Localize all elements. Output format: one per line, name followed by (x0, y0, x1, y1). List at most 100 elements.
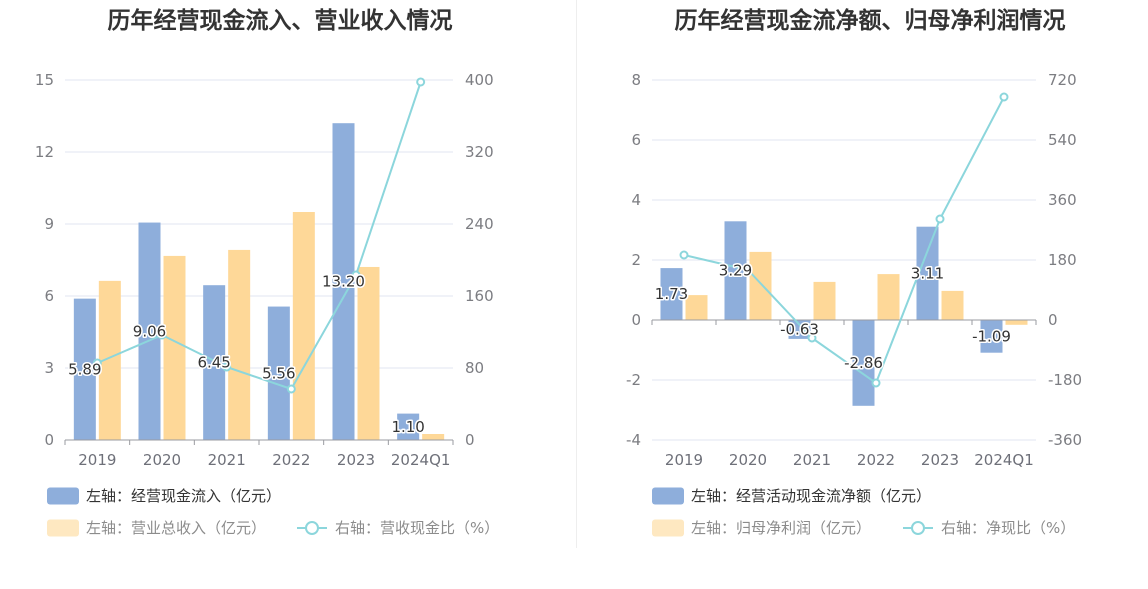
right-axis-tick-label: -360 (1048, 431, 1082, 449)
x-axis-category-label: 2020 (143, 451, 181, 469)
cash-inflow-bar (138, 222, 161, 440)
operating-net-cash-flow-value-label: 3.11 (911, 264, 944, 282)
cash-inflow-bar (397, 413, 420, 440)
right-axis-tick-label: 540 (1048, 131, 1077, 149)
net-profit-bar (1005, 320, 1028, 325)
left-axis-tick-label: 6 (631, 131, 641, 149)
legend-swatch (47, 519, 79, 537)
left-axis-tick-label: -4 (626, 431, 641, 449)
net-profit-bar (685, 295, 708, 320)
right-axis-tick-label: 240 (465, 215, 494, 233)
legend-circle-icon (911, 521, 925, 535)
operating-net-cash-flow-bar (852, 320, 875, 406)
net-cash-ratio-point (807, 333, 817, 343)
legend-item-total-revenue[interactable]: 左轴：营业总收入（亿元） (47, 519, 266, 537)
operating-net-cash-flow-bar (724, 221, 747, 320)
x-axis-category-label: 2022 (272, 451, 310, 469)
x-axis-category-label: 2023 (337, 451, 375, 469)
legend-swatch (652, 519, 684, 537)
operating-net-cash-flow-value-label: -1.09 (972, 327, 1011, 345)
right-axis-tick-label: 360 (1048, 191, 1077, 209)
cash-revenue-ratio-point (222, 362, 232, 372)
x-axis-category-label: 2020 (729, 451, 767, 469)
right-axis-tick-label: 0 (465, 431, 475, 449)
x-axis-category-label: 2022 (857, 451, 895, 469)
net-profit-bar (749, 251, 772, 320)
total-revenue-bar (422, 434, 445, 440)
operating-net-cash-flow-value-label: -2.86 (844, 354, 883, 372)
cash-inflow-value-label: 5.56 (262, 364, 295, 382)
legend: 左轴：经营现金流入（亿元） 左轴：营业总收入（亿元） 右轴：营收现金比（%） (47, 487, 499, 537)
legend-item-net-profit[interactable]: 左轴：归母净利润（亿元） (652, 519, 871, 537)
legend-swatch (47, 487, 79, 505)
legend-item-cash-inflow[interactable]: 左轴：经营现金流入（亿元） (47, 487, 281, 505)
cash-revenue-ratio-point (416, 77, 426, 87)
total-revenue-bar (357, 266, 380, 440)
right-axis-tick-label: 0 (1048, 311, 1058, 329)
cash-revenue-ratio-point (92, 358, 102, 368)
left-axis-tick-label: 4 (631, 191, 641, 209)
chart-title: 历年经营现金流入、营业收入情况 (108, 7, 453, 34)
grid-lines (65, 79, 453, 441)
net-profit-bar (877, 274, 900, 320)
total-revenue-bar (98, 280, 121, 440)
x-axis-category-label: 2023 (921, 451, 959, 469)
operating-net-cash-flow-bar (788, 320, 811, 339)
x-axis-category-label: 2021 (208, 451, 246, 469)
cash-revenue-ratio-line (96, 81, 422, 390)
x-axis-category-label: 2024Q1 (391, 451, 451, 469)
cash-inflow-value-label: 9.06 (133, 322, 166, 340)
legend-label: 右轴：营收现金比（%） (335, 519, 499, 537)
net-cash-ratio-point (679, 250, 689, 260)
operating-net-cash-flow-bar (980, 320, 1003, 353)
left-axis-tick-label: 8 (631, 71, 641, 89)
total-revenue-bar (163, 255, 186, 440)
cash-inflow-bar (73, 298, 96, 440)
left-axis-tick-label: 6 (44, 287, 54, 305)
legend-label: 左轴：经营现金流入（亿元） (86, 487, 281, 505)
net-cash-flow-profit-chart: 历年经营现金流净额、归母净利润情况 -4 -2 0 2 4 6 8 -360 -180 0 180 36… (626, 7, 1082, 537)
legend-item-operating-net-cash-flow[interactable]: 左轴：经营活动现金流净额（亿元） (652, 487, 931, 505)
legend-item-net-cash-ratio[interactable]: 右轴：净现比（%） (903, 519, 1075, 537)
legend-item-cash-revenue-ratio[interactable]: 右轴：营收现金比（%） (297, 519, 499, 537)
net-cash-ratio-line (683, 96, 1005, 384)
x-axis-category-label: 2019 (665, 451, 703, 469)
legend-label: 左轴：经营活动现金流净额（亿元） (691, 487, 931, 505)
right-axis-tick-label: 80 (465, 359, 484, 377)
operating-net-cash-flow-bar (916, 226, 939, 320)
operating-net-cash-flow-value-label: -0.63 (780, 320, 819, 338)
total-revenue-bar (292, 212, 315, 440)
left-axis-tick-label: 0 (44, 431, 54, 449)
right-axis-tick-label: 180 (1048, 251, 1077, 269)
net-cash-ratio-point (999, 92, 1009, 102)
cash-inflow-revenue-chart: 历年经营现金流入、营业收入情况 0 3 6 9 12 15 0 80 160 240 320 400 20… (35, 7, 499, 537)
cash-inflow-bar (332, 123, 355, 440)
net-profit-bar (941, 290, 964, 320)
left-axis-tick-label: 9 (44, 215, 54, 233)
left-axis-tick-label: 3 (44, 359, 54, 377)
bars (660, 221, 1028, 406)
net-profit-bar (813, 281, 836, 320)
left-axis-tick-label: -2 (626, 371, 641, 389)
legend-label: 左轴：营业总收入（亿元） (86, 519, 266, 537)
x-axis-category-label: 2024Q1 (974, 451, 1034, 469)
operating-net-cash-flow-value-label: 1.73 (655, 285, 688, 303)
operating-net-cash-flow-bar (660, 268, 683, 320)
left-axis-tick-label: 2 (631, 251, 641, 269)
legend-circle-icon (305, 521, 319, 535)
chart-title: 历年经营现金流净额、归母净利润情况 (675, 7, 1066, 34)
right-axis-tick-label: 320 (465, 143, 494, 161)
right-axis-tick-label: 160 (465, 287, 494, 305)
left-axis-tick-label: 0 (631, 311, 641, 329)
cash-inflow-value-label: 1.10 (391, 418, 424, 436)
net-cash-ratio-point (743, 265, 753, 275)
net-cash-ratio-point (871, 378, 881, 388)
right-axis-tick-label: 400 (465, 71, 494, 89)
legend-label: 右轴：净现比（%） (941, 519, 1075, 537)
cash-inflow-value-label: 13.20 (322, 273, 365, 291)
cash-revenue-ratio-point (286, 384, 296, 394)
right-axis-tick-label: -180 (1048, 371, 1082, 389)
cash-revenue-ratio-point (157, 330, 167, 340)
